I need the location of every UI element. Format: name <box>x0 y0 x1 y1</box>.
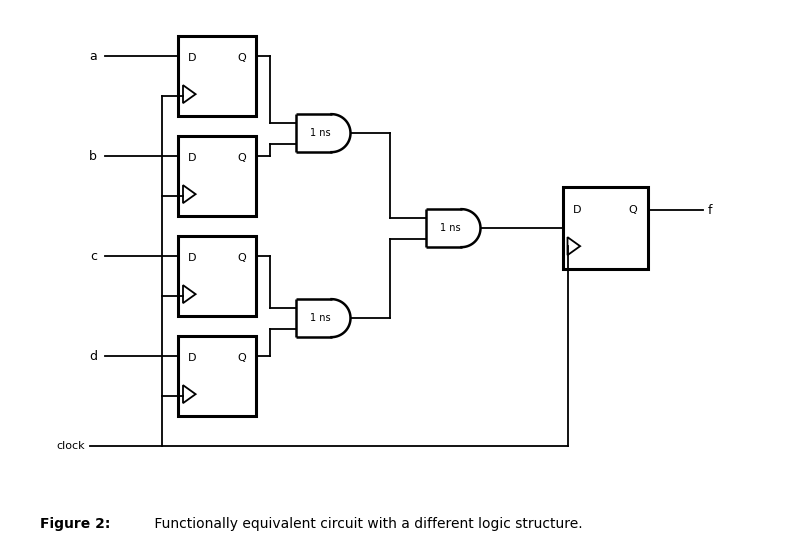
Text: D: D <box>188 253 197 263</box>
Text: 1 ns: 1 ns <box>440 223 461 233</box>
Text: D: D <box>188 153 197 163</box>
Bar <box>562 187 648 269</box>
Text: D: D <box>188 353 197 363</box>
Bar <box>178 36 256 116</box>
Text: 1 ns: 1 ns <box>310 313 330 323</box>
Text: D: D <box>573 205 581 215</box>
Text: 1 ns: 1 ns <box>310 128 330 138</box>
Text: Q: Q <box>237 253 246 263</box>
Text: Q: Q <box>237 53 246 63</box>
Bar <box>178 236 256 316</box>
Text: Functionally equivalent circuit with a different logic structure.: Functionally equivalent circuit with a d… <box>150 516 583 531</box>
Bar <box>178 336 256 416</box>
Bar <box>178 136 256 216</box>
Text: Q: Q <box>237 153 246 163</box>
Text: b: b <box>89 150 97 162</box>
Text: D: D <box>188 53 197 63</box>
Text: Q: Q <box>629 205 638 215</box>
Text: Figure 2:: Figure 2: <box>40 516 110 531</box>
Text: d: d <box>89 350 97 363</box>
Text: f: f <box>708 203 712 217</box>
Text: clock: clock <box>56 441 85 451</box>
Text: a: a <box>89 50 97 63</box>
Text: c: c <box>90 249 97 263</box>
Text: Q: Q <box>237 353 246 363</box>
